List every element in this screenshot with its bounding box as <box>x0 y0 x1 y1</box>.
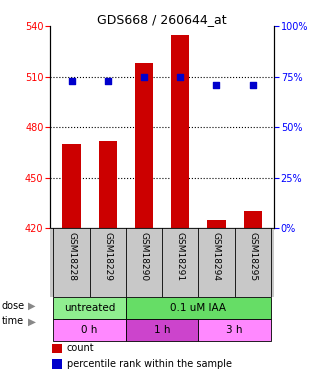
Point <box>250 82 255 88</box>
Point <box>214 82 219 88</box>
Bar <box>126 320 198 341</box>
Bar <box>52 359 62 369</box>
Bar <box>198 320 271 341</box>
Bar <box>171 34 189 228</box>
Text: ▶: ▶ <box>28 316 36 326</box>
Text: ▶: ▶ <box>28 301 36 310</box>
Text: time: time <box>2 316 24 326</box>
Text: 3 h: 3 h <box>226 325 243 335</box>
Bar <box>53 320 126 341</box>
Text: dose: dose <box>2 301 25 310</box>
Bar <box>53 297 126 320</box>
Bar <box>126 297 271 320</box>
Point <box>178 74 183 80</box>
Text: 0.1 uM IAA: 0.1 uM IAA <box>170 303 226 313</box>
Bar <box>207 220 226 228</box>
Bar <box>52 344 62 353</box>
Text: 0 h: 0 h <box>82 325 98 335</box>
Text: GSM18290: GSM18290 <box>140 232 149 282</box>
Text: GSM18229: GSM18229 <box>103 232 112 281</box>
Text: GSM18228: GSM18228 <box>67 232 76 281</box>
Text: percentile rank within the sample: percentile rank within the sample <box>67 359 232 369</box>
Bar <box>63 144 81 228</box>
Point <box>105 78 110 84</box>
Text: GSM18291: GSM18291 <box>176 232 185 282</box>
Text: 1 h: 1 h <box>154 325 170 335</box>
Text: GSM18294: GSM18294 <box>212 232 221 281</box>
Bar <box>244 211 262 228</box>
Point <box>142 74 147 80</box>
Point <box>69 78 74 84</box>
Bar <box>99 141 117 228</box>
Text: count: count <box>67 344 94 354</box>
Text: untreated: untreated <box>64 303 115 313</box>
Title: GDS668 / 260644_at: GDS668 / 260644_at <box>97 13 227 26</box>
Text: GSM18295: GSM18295 <box>248 232 257 282</box>
Bar <box>135 63 153 228</box>
